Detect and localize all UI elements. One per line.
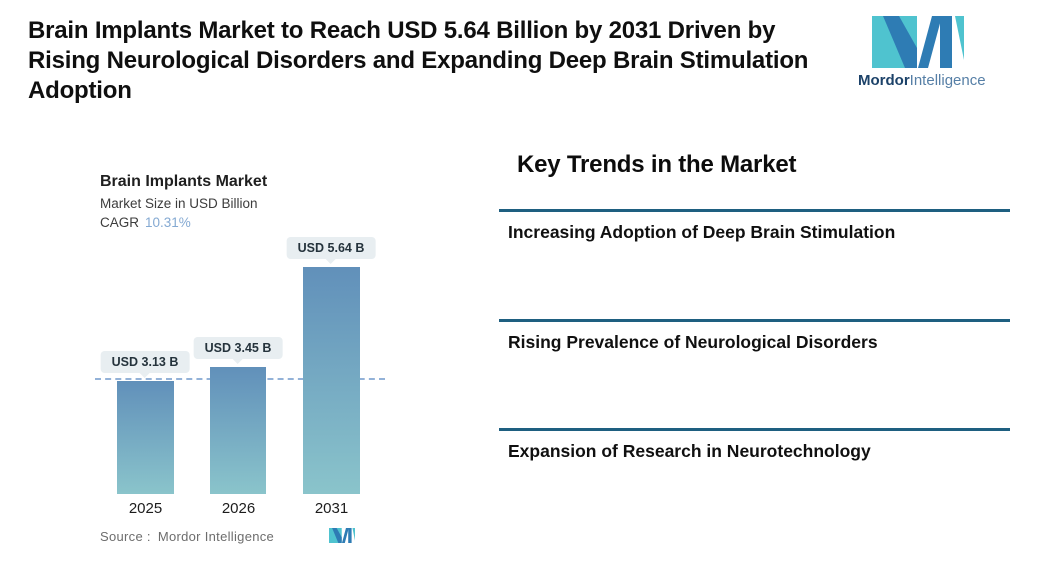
mordor-logo-mini-icon (329, 528, 355, 543)
bar-2025 (117, 381, 174, 494)
page-title-line-2: Rising Neurological Disorders and Expand… (28, 47, 809, 74)
brand-wordmark: MordorIntelligence (858, 72, 988, 89)
page-title-line-1: Brain Implants Market to Reach USD 5.64 … (28, 17, 776, 44)
bar-2026 (210, 367, 266, 494)
brand-logo: MordorIntelligence (858, 16, 988, 89)
source-label: Source : (100, 529, 151, 544)
value-label-2025: USD 3.13 B (100, 351, 190, 373)
trend-item-1: Increasing Adoption of Deep Brain Stimul… (499, 209, 1010, 243)
chart-title: Brain Implants Market (100, 173, 268, 190)
trend-item-label: Rising Prevalence of Neurological Disord… (508, 332, 878, 352)
chart-subtitle: Market Size in USD Billion (100, 196, 258, 211)
axis-label-2025: 2025 (128, 500, 163, 517)
page-title: Brain Implants Market to Reach USD 5.64 … (28, 16, 868, 106)
bar-2031 (303, 267, 360, 494)
trend-item-3: Expansion of Research in Neurotechnology (499, 428, 1010, 462)
mordor-logo-icon (872, 16, 964, 68)
page-title-line-3: Adoption (28, 77, 132, 104)
value-label-2026: USD 3.45 B (193, 337, 283, 359)
axis-label-2031: 2031 (314, 500, 349, 517)
key-trends-heading: Key Trends in the Market (517, 151, 797, 178)
brand-name-bold: Mordor (858, 72, 910, 89)
value-label-2031: USD 5.64 B (286, 237, 376, 259)
brand-name-light: Intelligence (909, 72, 986, 89)
chart-cagr: CAGR 10.31% (100, 215, 267, 230)
cagr-label: CAGR (100, 215, 140, 230)
source-value: Mordor Intelligence (157, 529, 275, 544)
trend-item-label: Expansion of Research in Neurotechnology (508, 441, 871, 461)
trend-item-label: Increasing Adoption of Deep Brain Stimul… (508, 222, 896, 242)
chart-source: Source : Mordor Intelligence (100, 529, 274, 544)
bar-chart-plot: USD 3.13 B USD 3.45 B USD 5.64 B (95, 237, 387, 494)
axis-label-2026: 2026 (221, 500, 256, 517)
trend-item-2: Rising Prevalence of Neurological Disord… (499, 319, 1010, 353)
chart-header: Brain Implants Market Market Size in USD… (100, 173, 267, 230)
cagr-value: 10.31% (145, 215, 191, 230)
